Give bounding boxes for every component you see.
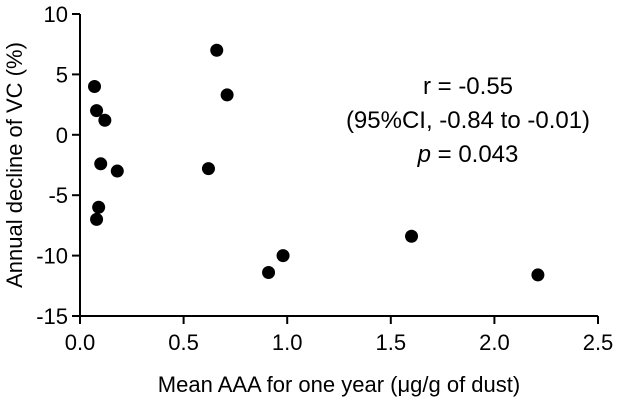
y-tick-label: -10 <box>36 244 68 269</box>
x-tick-label: 1.5 <box>376 330 407 355</box>
annotation-p: p = 0.043 <box>417 141 519 168</box>
x-axis-title: Mean AAA for one year (μg/g of dust) <box>158 372 520 397</box>
x-tick-label: 0.5 <box>168 330 199 355</box>
annotation-p-symbol: p <box>417 141 431 168</box>
data-point <box>201 162 215 176</box>
y-tick-label: 0 <box>56 123 68 148</box>
data-point <box>90 104 104 118</box>
x-tick-label: 2.0 <box>479 330 510 355</box>
data-point <box>88 79 102 93</box>
axes <box>79 14 598 317</box>
data-point <box>262 266 276 280</box>
data-point <box>90 212 104 226</box>
y-tick-label: -5 <box>48 183 68 208</box>
annotation-r: r = -0.55 <box>423 73 513 100</box>
y-axis-title: Annual decline of VC (%) <box>2 42 27 288</box>
data-point <box>220 88 234 102</box>
data-point <box>92 200 106 214</box>
plot-area <box>88 43 545 282</box>
y-tick-label: 5 <box>56 62 68 87</box>
x-tick-label: 0.0 <box>65 330 96 355</box>
x-ticks: 0.0 0.5 1.0 1.5 2.0 2.5 <box>65 316 614 355</box>
annotation-p-value: = 0.043 <box>431 141 518 168</box>
y-ticks: 10 5 0 -5 -10 -15 <box>36 2 80 329</box>
data-point <box>110 164 124 178</box>
data-point <box>98 113 112 127</box>
data-point <box>276 249 290 263</box>
stats-annotation: r = -0.55 (95%CI, -0.84 to -0.01) p = 0.… <box>346 73 590 168</box>
data-point <box>405 229 419 243</box>
x-tick-label: 2.5 <box>583 330 614 355</box>
y-tick-label: 10 <box>44 2 68 27</box>
x-tick-label: 1.0 <box>272 330 303 355</box>
data-point <box>531 268 545 282</box>
annotation-ci: (95%CI, -0.84 to -0.01) <box>346 107 590 134</box>
data-point <box>94 157 108 171</box>
data-point <box>210 43 224 57</box>
y-tick-label: -15 <box>36 304 68 329</box>
